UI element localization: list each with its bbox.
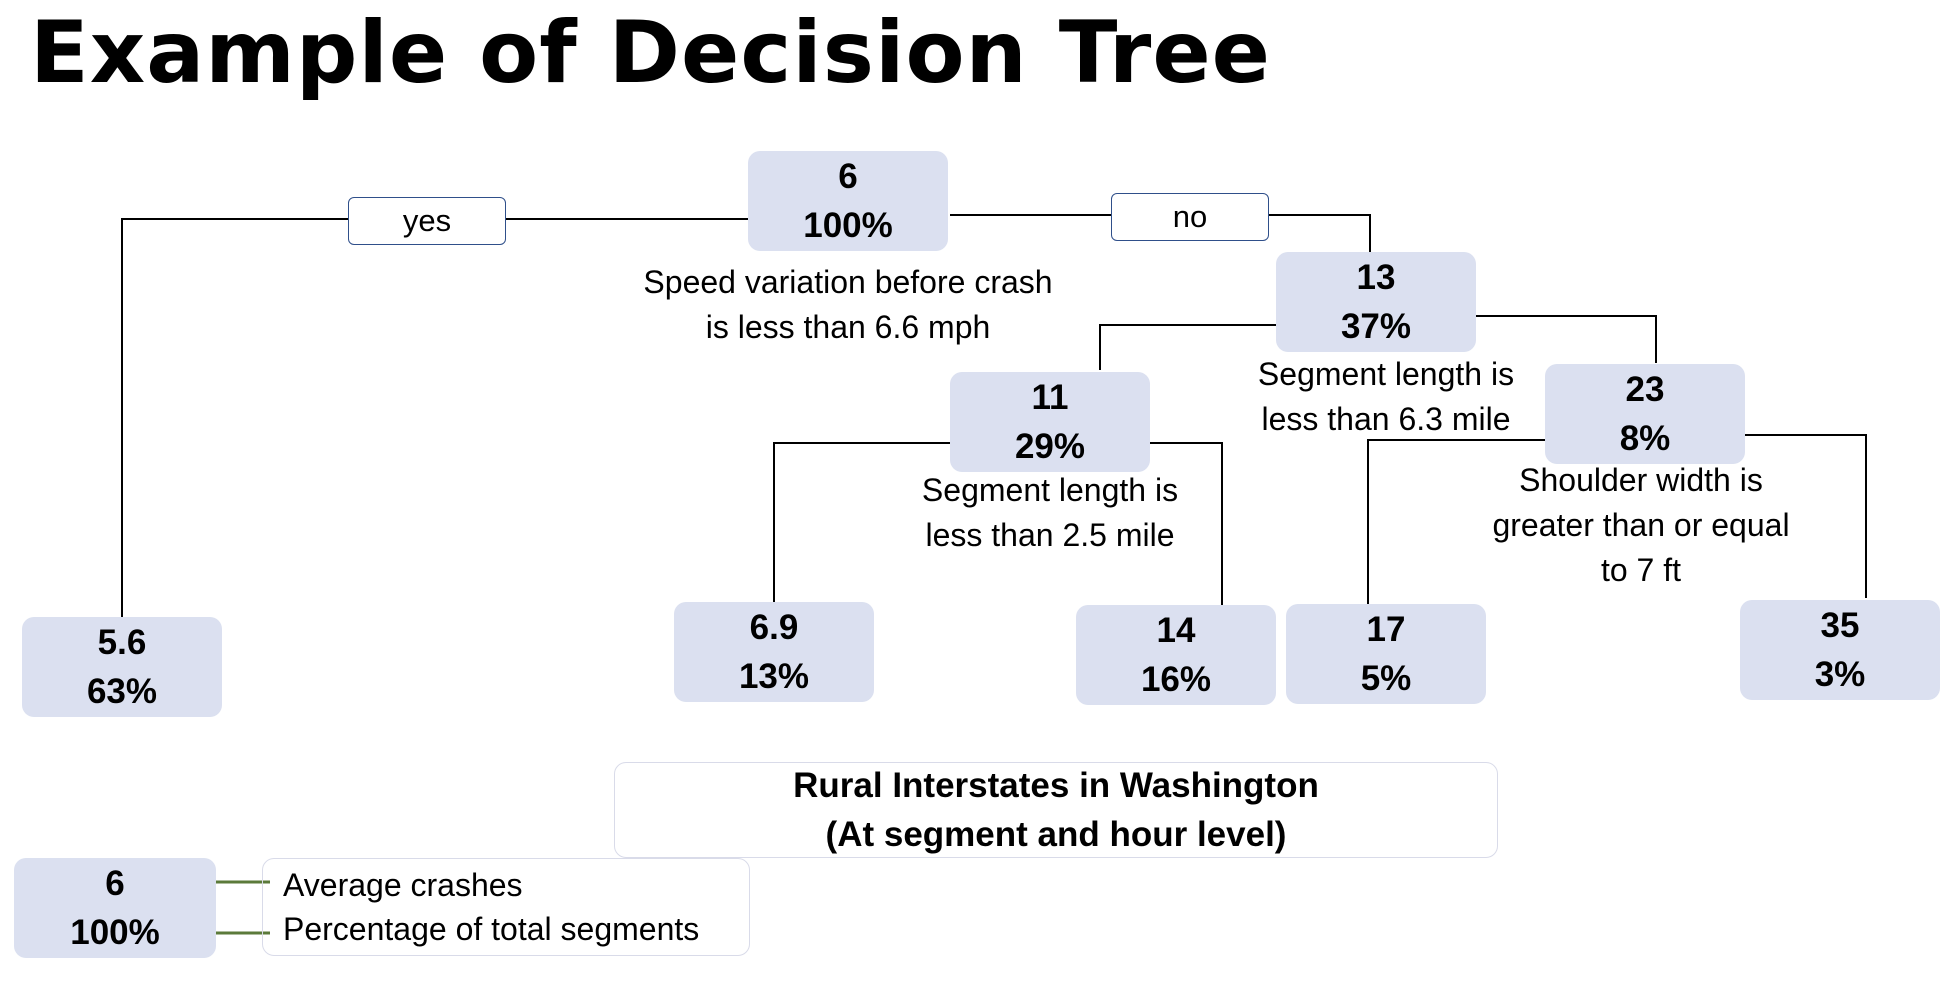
leaf-node-35: 35 3% xyxy=(1740,600,1940,700)
node-percent: 100% xyxy=(803,206,893,245)
legend-node: 6 100% xyxy=(14,858,216,958)
leaf-node-6-9: 6.9 13% xyxy=(674,602,874,702)
node-value: 14 xyxy=(1156,611,1196,650)
node-percent: 8% xyxy=(1619,419,1671,458)
leaf-node-17: 17 5% xyxy=(1286,604,1486,704)
legend-item-percentage: Percentage of total segments xyxy=(283,911,700,948)
node-percent: 5% xyxy=(1360,659,1412,698)
edge-root-leaf56 xyxy=(121,218,748,617)
node-value: 11 xyxy=(1031,378,1069,417)
edge-n11-leaf14 xyxy=(1150,442,1223,605)
node-value: 6 xyxy=(838,157,858,196)
node-value: 17 xyxy=(1366,610,1406,649)
condition-11: Segment length is less than 2.5 mile xyxy=(921,472,1179,553)
node-11: 11 29% xyxy=(950,372,1150,472)
node-value: 13 xyxy=(1356,258,1396,297)
node-value: 6.9 xyxy=(749,608,799,647)
legend-item-average-crashes: Average crashes xyxy=(283,867,523,903)
node-percent: 37% xyxy=(1340,307,1412,346)
node-value: 23 xyxy=(1625,370,1665,409)
edge-n11-leaf69 xyxy=(773,442,950,602)
legend-node-value: 6 xyxy=(105,864,125,903)
leaf-node-14: 14 16% xyxy=(1076,605,1276,705)
node-root: 6 100% xyxy=(748,151,948,251)
edge-root-n13 xyxy=(950,214,1371,252)
dataset-caption: Rural Interstates in Washington (At segm… xyxy=(614,762,1498,858)
condition-13: Segment length is less than 6.3 mile xyxy=(1257,356,1515,437)
page-title: Example of Decision Tree xyxy=(30,3,1271,103)
edge-n23-leaf35 xyxy=(1745,434,1867,598)
branch-label-no: no xyxy=(1111,193,1269,241)
node-value: 5.6 xyxy=(97,623,147,662)
node-percent: 16% xyxy=(1140,660,1212,699)
edge-n23-leaf17 xyxy=(1367,439,1545,604)
node-percent: 29% xyxy=(1014,427,1086,466)
leaf-node-5-6: 5.6 63% xyxy=(22,617,222,717)
legend-box: Average crashes Percentage of total segm… xyxy=(262,858,750,956)
edge-n13-n23 xyxy=(1476,315,1657,363)
node-percent: 13% xyxy=(738,657,810,696)
node-23: 23 8% xyxy=(1545,364,1745,464)
node-13: 13 37% xyxy=(1276,252,1476,352)
condition-23: Shoulder width is greater than or equal … xyxy=(1492,462,1790,588)
condition-root: Speed variation before crash is less tha… xyxy=(643,264,1053,345)
legend-node-percent: 100% xyxy=(70,913,160,952)
node-percent: 3% xyxy=(1814,655,1866,694)
edge-n13-n11 xyxy=(1099,324,1276,370)
node-percent: 63% xyxy=(86,672,158,711)
node-value: 35 xyxy=(1820,606,1860,645)
branch-label-yes: yes xyxy=(348,197,506,245)
